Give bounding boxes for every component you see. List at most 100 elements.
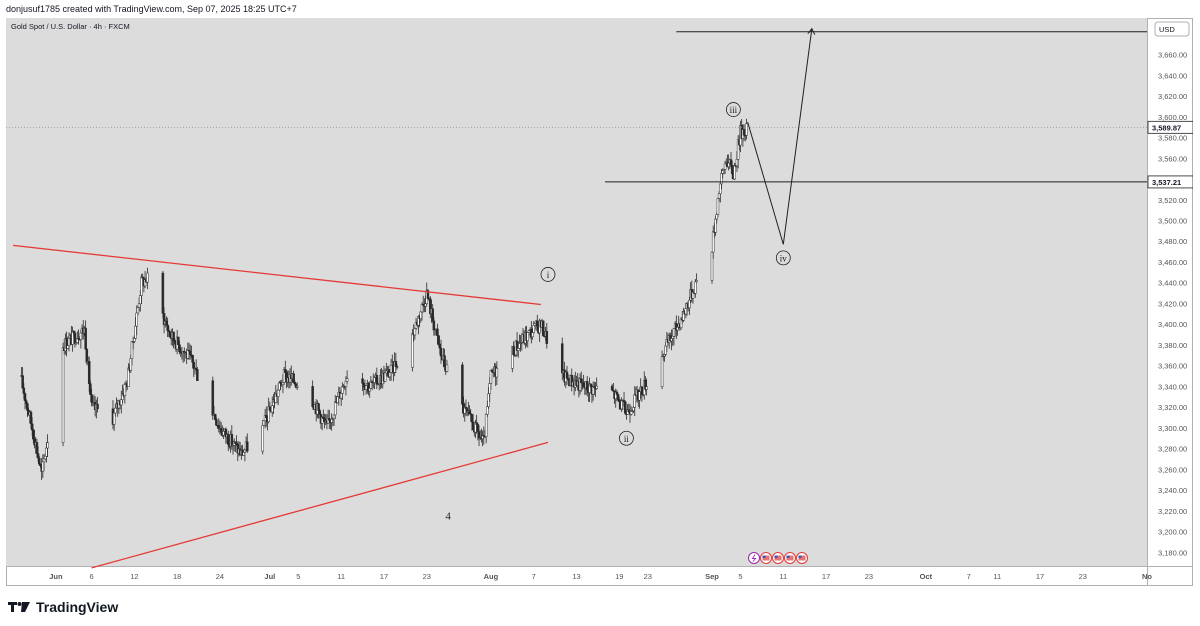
candle-body: [723, 163, 727, 170]
candle-body: [276, 389, 280, 397]
wave-label-text: ii: [624, 434, 630, 444]
candle-body: [42, 458, 46, 463]
candle-body: [694, 281, 697, 294]
candle-body: [130, 341, 134, 360]
currency-label: USD: [1154, 21, 1190, 37]
candle-body: [41, 461, 45, 472]
price-badge-text: 3,589.87: [1152, 123, 1181, 132]
candle-body: [71, 330, 74, 345]
candle: [345, 370, 349, 385]
candle-body: [419, 311, 423, 319]
x-tick-label: 17: [822, 572, 830, 581]
candle-body: [375, 374, 379, 385]
candle-body: [420, 304, 424, 313]
candle-body: [439, 347, 443, 357]
candle-body: [531, 332, 534, 338]
candle-body: [84, 327, 87, 350]
candle-body: [368, 388, 371, 392]
candle: [745, 118, 748, 140]
candle-body: [85, 348, 89, 363]
candle-body: [413, 328, 417, 336]
candle: [716, 197, 720, 218]
candle-body: [373, 377, 376, 383]
candle-body: [595, 385, 598, 389]
candle-body: [710, 251, 714, 281]
candle-body: [717, 193, 721, 199]
tradingview-logo-icon: [8, 602, 30, 612]
price-chart[interactable]: Gold Spot / U.S. Dollar · 4h · FXCM USD 3,…: [6, 18, 1193, 586]
x-tick-label: 19: [615, 572, 623, 581]
candle-body: [345, 378, 349, 382]
candle-body: [476, 424, 480, 432]
candle-body: [361, 378, 364, 384]
candle-body: [30, 423, 34, 431]
candle-body: [79, 332, 83, 340]
candle-body: [445, 364, 449, 372]
x-tick-label: Oct: [920, 572, 933, 581]
candle: [146, 267, 149, 290]
candle-body: [638, 391, 641, 401]
candle: [46, 434, 49, 457]
candle-body: [293, 381, 297, 385]
y-tick-label: 3,620.00: [1158, 92, 1187, 101]
flag-canton: [786, 555, 790, 558]
candle-body: [436, 328, 439, 336]
candle-body: [490, 369, 494, 373]
currency-text: USD: [1159, 25, 1175, 34]
candle-body: [120, 399, 123, 406]
candle-body: [61, 347, 65, 443]
candle-body: [137, 303, 141, 308]
x-tick-label: 13: [572, 572, 580, 581]
projection-arrowhead: [807, 27, 816, 35]
candle-body: [281, 382, 285, 386]
candle-body: [317, 403, 320, 411]
candle-body: [512, 346, 515, 355]
x-tick-label: 24: [216, 572, 224, 581]
footer-brand: TradingView: [8, 598, 118, 616]
candle-body: [261, 425, 264, 452]
x-tick-label: 5: [296, 572, 300, 581]
candle-body: [536, 320, 539, 327]
candle-body: [178, 344, 181, 353]
candle-body: [437, 335, 440, 345]
candle-body: [26, 403, 29, 411]
x-tick-label: No: [1142, 572, 1152, 581]
candle-body: [265, 415, 268, 418]
flag-canton: [762, 555, 766, 558]
candle-body: [278, 382, 281, 391]
candle-body: [443, 355, 446, 367]
candle-body: [388, 372, 392, 378]
candle-body: [468, 410, 471, 415]
candle-body: [45, 447, 48, 457]
lightning-icon-circle: [748, 552, 760, 564]
candle-body: [616, 394, 620, 400]
lightning-icon: [748, 552, 760, 564]
candle-body: [292, 373, 295, 383]
candle-body: [627, 409, 631, 413]
candle-body: [318, 410, 322, 415]
candle-body: [32, 429, 35, 440]
candle-body: [695, 280, 698, 283]
flag-canton: [798, 555, 802, 558]
candle-body: [432, 320, 436, 331]
y-tick-label: 3,580.00: [1158, 134, 1187, 143]
y-tick-label: 3,220.00: [1158, 507, 1187, 516]
candle-body: [715, 214, 718, 220]
candle: [411, 328, 414, 372]
candle-body: [610, 385, 614, 391]
candle-body: [43, 455, 47, 460]
candle: [541, 320, 545, 337]
candle-body: [135, 312, 138, 327]
candle-body: [733, 165, 736, 180]
candle-body: [486, 406, 489, 415]
candle: [96, 396, 99, 413]
candle-body: [21, 375, 24, 389]
candle-body: [477, 431, 481, 439]
candle-body: [186, 349, 190, 359]
x-tick-label: Sep: [705, 572, 719, 581]
candle-body: [196, 369, 199, 381]
candle: [196, 366, 199, 381]
candle-body: [344, 381, 348, 387]
candle-body: [129, 358, 133, 371]
candle: [645, 378, 648, 396]
